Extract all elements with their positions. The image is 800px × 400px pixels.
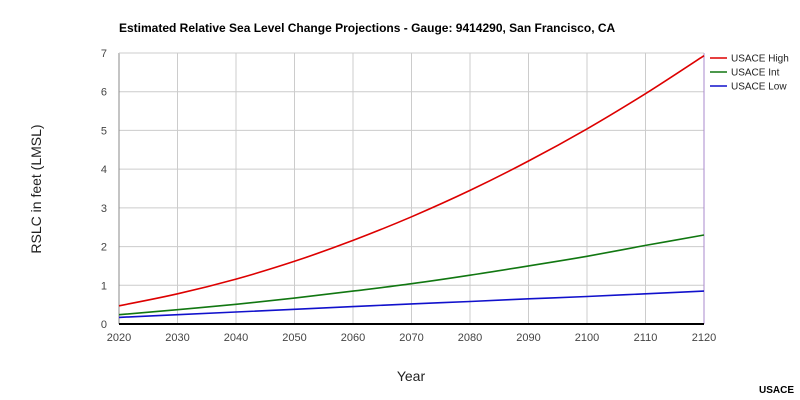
y-tick-label: 5 [101, 125, 107, 137]
source-label: USACE [758, 385, 794, 396]
plot-area [118, 52, 705, 325]
y-axis-title: RSLC in feet (LMSL) [28, 124, 44, 253]
x-tick-label: 2060 [341, 332, 365, 344]
x-tick-label: 2070 [399, 332, 423, 344]
legend: USACE High USACE Int USACE Low [710, 54, 789, 93]
y-tick-label: 6 [101, 87, 107, 99]
chart-title: Estimated Relative Sea Level Change Proj… [119, 21, 616, 35]
x-tick-label: 2080 [458, 332, 482, 344]
y-tick-label: 1 [101, 280, 107, 292]
y-tick-label: 3 [101, 203, 107, 215]
x-tick-label: 2050 [282, 332, 306, 344]
legend-label-usace-low: USACE Low [731, 82, 787, 93]
y-tick-label: 0 [101, 319, 107, 331]
series-line-usace-int [118, 234, 705, 316]
series-line-usace-high [118, 55, 705, 307]
y-tick-label: 2 [101, 242, 107, 254]
x-tick-label: 2020 [107, 332, 131, 344]
x-axis-title: Year [397, 368, 426, 384]
x-tick-label: 2090 [516, 332, 540, 344]
legend-label-usace-high: USACE High [731, 54, 789, 65]
legend-label-usace-int: USACE Int [731, 68, 780, 79]
y-tick-label: 4 [101, 164, 107, 176]
x-tick-label: 2120 [692, 332, 716, 344]
x-tick-label: 2040 [224, 332, 248, 344]
series-line-usace-low [118, 290, 705, 319]
series-lines [118, 55, 705, 319]
x-tick-label: 2030 [165, 332, 189, 344]
x-tick-label: 2110 [634, 332, 658, 344]
y-axis-ticks: 0 1 2 3 4 5 6 7 [101, 48, 107, 331]
x-tick-label: 2100 [575, 332, 599, 344]
x-axis-ticks: 2020 2030 2040 2050 2060 2070 2080 2090 2100 2110… [107, 332, 716, 344]
y-tick-label: 7 [101, 48, 107, 60]
